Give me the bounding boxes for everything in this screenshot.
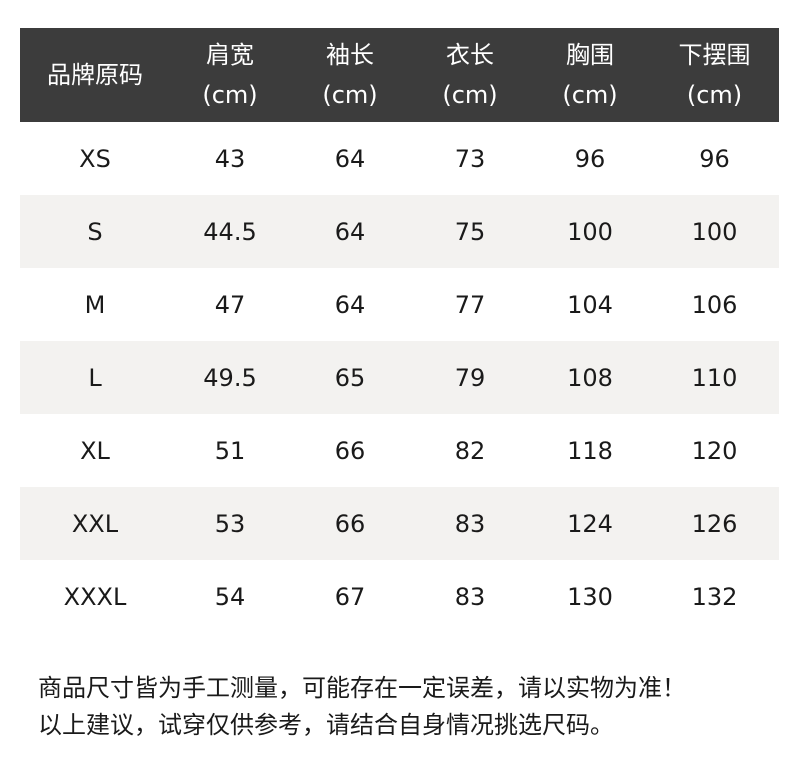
measurement-cell: 100 xyxy=(691,217,738,246)
measurement-cell: 64 xyxy=(334,290,366,319)
size-cell: XXXL xyxy=(63,582,127,611)
measurement-cell: 53 xyxy=(214,509,246,538)
measurement-cell: 132 xyxy=(691,582,738,611)
measurement-cell: 64 xyxy=(334,217,366,246)
measurement-cell: 47 xyxy=(214,290,246,319)
table-row: XS 43 64 73 96 96 xyxy=(20,122,779,195)
size-cell: XS xyxy=(79,144,111,173)
size-cell: S xyxy=(87,217,103,246)
size-cell: M xyxy=(84,290,106,319)
header-unit: (cm) xyxy=(322,81,378,109)
size-chart-table: 品牌原码 肩宽 (cm) 袖长 (cm) 衣长 (cm) 胸围 (cm) 下摆围 (cm)… xyxy=(20,28,779,633)
measurement-cell: 83 xyxy=(454,509,486,538)
header-label: 胸围 xyxy=(566,41,614,69)
measurement-cell: 49.5 xyxy=(203,363,257,392)
measurement-cell: 66 xyxy=(334,509,366,538)
table-row: S 44.5 64 75 100 100 xyxy=(20,195,779,268)
measurement-cell: 96 xyxy=(699,144,730,173)
measurement-cell: 51 xyxy=(214,436,246,465)
measurement-cell: 126 xyxy=(691,509,738,538)
measurement-cell: 118 xyxy=(567,436,613,465)
measurement-cell: 130 xyxy=(567,582,613,611)
header-unit: (cm) xyxy=(202,81,258,109)
header-unit: (cm) xyxy=(686,81,743,109)
header-unit: (cm) xyxy=(562,81,618,109)
table-row: XXXL 54 67 83 130 132 xyxy=(20,560,779,633)
measurement-cell: 44.5 xyxy=(203,217,257,246)
header-size: 品牌原码 xyxy=(20,28,170,122)
size-cell: L xyxy=(88,363,102,392)
measurement-cell: 75 xyxy=(454,217,486,246)
measurement-cell: 73 xyxy=(454,144,486,173)
header-unit: (cm) xyxy=(442,81,498,109)
header-label: 肩宽 xyxy=(206,41,254,69)
size-cell: XXL xyxy=(71,509,119,538)
measurement-cell: 65 xyxy=(334,363,366,392)
note-line-2: 以上建议，试穿仅供参考，请结合自身情况挑选尺码。 xyxy=(38,711,614,739)
measurement-cell: 82 xyxy=(454,436,486,465)
header-label: 袖长 xyxy=(326,41,374,69)
measurement-cell: 66 xyxy=(334,436,366,465)
table-row: XL 51 66 82 118 120 xyxy=(20,414,779,487)
header-hem: 下摆围 (cm) xyxy=(650,28,779,122)
measurement-cell: 83 xyxy=(454,582,486,611)
header-label: 下摆围 xyxy=(678,41,751,69)
size-cell: XL xyxy=(80,436,110,465)
measurement-cell: 67 xyxy=(334,582,366,611)
table-row: XXL 53 66 83 124 126 xyxy=(20,487,779,560)
measurement-cell: 96 xyxy=(574,144,606,173)
measurement-cell: 64 xyxy=(334,144,366,173)
header-length: 衣长 (cm) xyxy=(410,28,530,122)
table-header: 品牌原码 肩宽 (cm) 袖长 (cm) 衣长 (cm) 胸围 (cm) 下摆围 (cm) xyxy=(20,28,779,122)
measurement-cell: 79 xyxy=(454,363,486,392)
measurement-cell: 124 xyxy=(567,509,613,538)
measurement-cell: 110 xyxy=(691,363,738,392)
measurement-cell: 77 xyxy=(454,290,486,319)
header-sleeve: 袖长 (cm) xyxy=(290,28,410,122)
table-row: M 47 64 77 104 106 xyxy=(20,268,779,341)
header-label: 衣长 xyxy=(446,41,494,69)
measurement-cell: 106 xyxy=(691,290,738,319)
header-label: 品牌原码 xyxy=(47,61,143,89)
header-chest: 胸围 (cm) xyxy=(530,28,650,122)
measurement-cell: 104 xyxy=(567,290,613,319)
header-shoulder: 肩宽 (cm) xyxy=(170,28,290,122)
measurement-cell: 100 xyxy=(567,217,613,246)
note-line-1: 商品尺寸皆为手工测量，可能存在一定误差，请以实物为准！ xyxy=(38,674,686,702)
table-row: L 49.5 65 79 108 110 xyxy=(20,341,779,414)
measurement-cell: 120 xyxy=(691,436,738,465)
measurement-cell: 43 xyxy=(214,144,246,173)
measurement-cell: 108 xyxy=(567,363,613,392)
measurement-cell: 54 xyxy=(214,582,246,611)
